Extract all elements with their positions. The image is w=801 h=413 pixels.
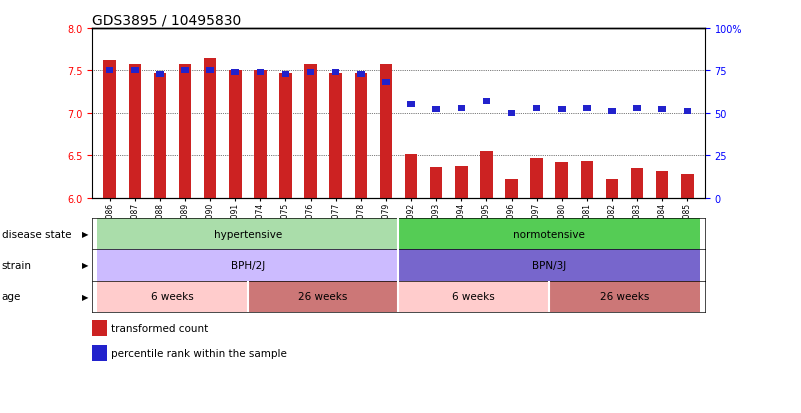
Bar (549, 281, 700, 312)
Bar (355, 74, 367, 198)
Bar (558, 107, 566, 113)
Bar (204, 59, 216, 198)
Bar (307, 70, 314, 76)
Bar (508, 111, 515, 116)
Bar (282, 72, 289, 78)
Bar (634, 106, 641, 112)
Bar (683, 109, 691, 115)
Text: BPH/2J: BPH/2J (231, 260, 265, 271)
Text: GDS3895 / 10495830: GDS3895 / 10495830 (92, 14, 241, 28)
Bar (399, 281, 549, 312)
Bar (131, 68, 139, 74)
Bar (97, 281, 248, 312)
Text: 26 weeks: 26 weeks (299, 291, 348, 301)
Text: 6 weeks: 6 weeks (151, 291, 194, 301)
Bar (631, 169, 643, 198)
Text: ▶: ▶ (82, 230, 88, 239)
Bar (555, 163, 568, 198)
Bar (581, 162, 593, 198)
Bar (229, 71, 242, 198)
Bar (681, 175, 694, 198)
Text: disease state: disease state (2, 229, 71, 240)
Bar (154, 74, 166, 198)
Bar (256, 70, 264, 76)
Text: age: age (2, 291, 21, 301)
Bar (399, 219, 700, 250)
Bar (455, 167, 468, 198)
Bar (656, 171, 669, 198)
Text: transformed count: transformed count (111, 323, 207, 333)
Bar (181, 68, 189, 74)
Bar (480, 152, 493, 198)
Bar (156, 72, 163, 78)
Bar (207, 68, 214, 74)
Bar (329, 74, 342, 198)
Text: 26 weeks: 26 weeks (600, 291, 649, 301)
Bar (483, 99, 490, 104)
Bar (399, 250, 700, 281)
Text: strain: strain (2, 260, 31, 271)
Bar (608, 109, 616, 115)
Text: percentile rank within the sample: percentile rank within the sample (111, 348, 287, 358)
Text: hypertensive: hypertensive (214, 229, 282, 240)
Bar (97, 219, 399, 250)
Bar (533, 106, 541, 112)
Bar (103, 61, 116, 198)
Bar (405, 154, 417, 198)
Bar (658, 107, 666, 113)
Bar (248, 281, 399, 312)
Bar (280, 74, 292, 198)
Bar (128, 64, 141, 198)
Bar (583, 106, 590, 112)
Bar (433, 107, 440, 113)
Bar (505, 180, 517, 198)
Bar (357, 72, 364, 78)
Bar (606, 180, 618, 198)
Text: 6 weeks: 6 weeks (453, 291, 495, 301)
Bar (106, 68, 114, 74)
Text: BPN/3J: BPN/3J (532, 260, 566, 271)
Text: ▶: ▶ (82, 292, 88, 301)
Bar (457, 106, 465, 112)
Bar (332, 70, 340, 76)
Bar (407, 102, 415, 108)
Bar (97, 250, 399, 281)
Bar (530, 159, 543, 198)
Bar (179, 64, 191, 198)
Bar (430, 168, 442, 198)
Bar (254, 71, 267, 198)
Text: ▶: ▶ (82, 261, 88, 270)
Bar (231, 70, 239, 76)
Bar (304, 64, 317, 198)
Bar (382, 80, 390, 86)
Text: normotensive: normotensive (513, 229, 585, 240)
Bar (380, 64, 392, 198)
